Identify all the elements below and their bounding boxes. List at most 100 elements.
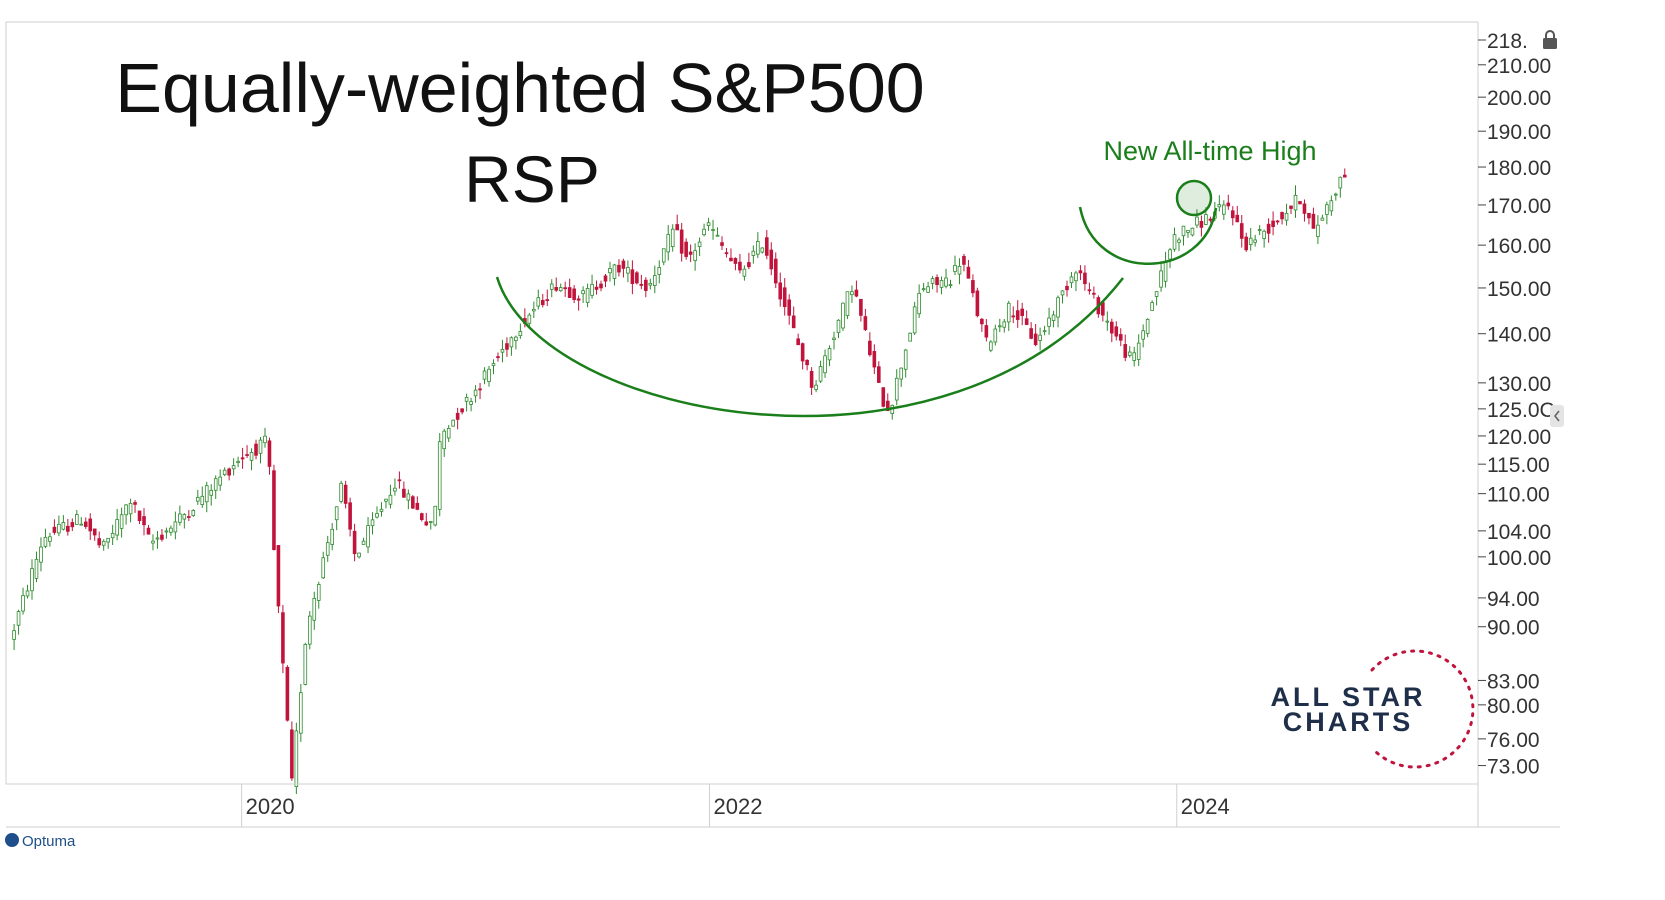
- candle-body: [617, 264, 621, 273]
- candle-body: [527, 314, 532, 324]
- y-tick-label: 73.00: [1487, 756, 1540, 779]
- candle-body: [66, 525, 70, 532]
- candle-body: [1311, 213, 1316, 229]
- candle-body: [1074, 272, 1078, 282]
- y-tick-label: 94.00: [1487, 588, 1540, 611]
- logo-stars-arc: [1370, 649, 1475, 769]
- candle-body: [626, 267, 630, 274]
- candle-body: [61, 522, 66, 530]
- candle-body: [92, 528, 97, 536]
- candle-body: [496, 356, 500, 359]
- candle-body: [899, 367, 904, 380]
- candle-body: [558, 287, 563, 292]
- candle-body: [1006, 302, 1011, 323]
- candle-body: [751, 250, 756, 256]
- candle-body: [178, 513, 182, 523]
- candle-body: [254, 443, 258, 456]
- candle-body: [1047, 317, 1051, 327]
- candle-body: [684, 241, 688, 257]
- candle-body: [424, 521, 429, 526]
- chart-title: Equally-weighted S&P500: [115, 49, 924, 127]
- candle-body: [720, 242, 724, 246]
- candle-body: [545, 299, 550, 302]
- candle-body: [554, 287, 559, 291]
- candle-body: [1266, 223, 1271, 234]
- candle-body: [1078, 270, 1083, 274]
- candle-body: [903, 349, 908, 370]
- x-tick-label: 2022: [714, 794, 763, 819]
- y-tick-label: 115.00: [1487, 454, 1550, 477]
- candle-body: [1177, 239, 1181, 243]
- candle-body: [1114, 326, 1119, 337]
- candle-body: [1289, 205, 1293, 209]
- candle-body: [1150, 302, 1154, 311]
- candle-body: [608, 268, 612, 274]
- logo-line1: ALL STAR: [1271, 682, 1426, 712]
- y-tick-label: 125.0C: [1487, 399, 1555, 422]
- candle-body: [1204, 214, 1208, 225]
- y-tick-label: 160.00: [1487, 235, 1551, 258]
- candle-body: [415, 502, 420, 510]
- candle-body: [832, 337, 836, 340]
- candle-body: [173, 521, 178, 533]
- candle-body: [110, 532, 115, 539]
- candle-body: [191, 510, 196, 516]
- candle-body: [782, 287, 787, 308]
- candle-body: [1105, 320, 1110, 323]
- candle-body: [549, 283, 554, 290]
- candle-body: [155, 537, 160, 540]
- candle-body: [1199, 220, 1204, 228]
- candle-body: [187, 516, 191, 518]
- candle-body: [1033, 333, 1038, 346]
- candle-body: [366, 525, 370, 548]
- candle-body: [693, 250, 697, 262]
- candle-body: [845, 291, 850, 317]
- candle-body: [209, 489, 214, 496]
- candle-body: [514, 336, 518, 342]
- candle-body: [299, 692, 303, 734]
- candle-body: [388, 494, 393, 505]
- candle-body: [1159, 270, 1163, 288]
- candle-body: [639, 283, 644, 286]
- collapse-icon[interactable]: [1550, 405, 1564, 427]
- candle-body: [397, 479, 402, 482]
- candle-body: [760, 247, 765, 253]
- candle-body: [1244, 236, 1249, 251]
- candle-body: [997, 325, 1002, 328]
- candle-body: [245, 454, 249, 456]
- candle-body: [1145, 318, 1150, 334]
- candle-body: [1015, 310, 1020, 320]
- candle-body: [1239, 223, 1244, 239]
- y-tick-label: 104.00: [1487, 521, 1551, 544]
- candle-body: [455, 412, 460, 420]
- candle-body: [1024, 318, 1029, 325]
- candle-body: [236, 460, 240, 463]
- candle-body: [1118, 334, 1123, 341]
- candle-body: [227, 468, 231, 476]
- candles-group: [12, 168, 1347, 794]
- lock-icon[interactable]: [1543, 30, 1557, 49]
- candle-body: [1325, 204, 1329, 215]
- candle-body: [827, 348, 832, 361]
- candle-body: [70, 522, 75, 528]
- candle-body: [285, 666, 290, 721]
- candle-body: [787, 299, 792, 316]
- candle-body: [213, 478, 218, 491]
- candle-body: [343, 484, 348, 504]
- candle-body: [599, 283, 603, 289]
- candle-body: [1127, 351, 1132, 356]
- candle-body: [585, 288, 590, 303]
- candle-body: [375, 513, 379, 518]
- candle-body: [12, 630, 16, 640]
- candle-body: [1195, 216, 1199, 226]
- candle-body: [581, 290, 585, 295]
- candle-body: [505, 343, 509, 350]
- candle-body: [953, 264, 957, 273]
- candle-body: [841, 302, 845, 329]
- candle-body: [361, 540, 366, 545]
- candle-body: [885, 400, 890, 412]
- candle-body: [1132, 352, 1137, 361]
- y-tick-label: 100.00: [1487, 547, 1551, 570]
- candle-body: [21, 595, 25, 612]
- candle-body: [124, 504, 128, 516]
